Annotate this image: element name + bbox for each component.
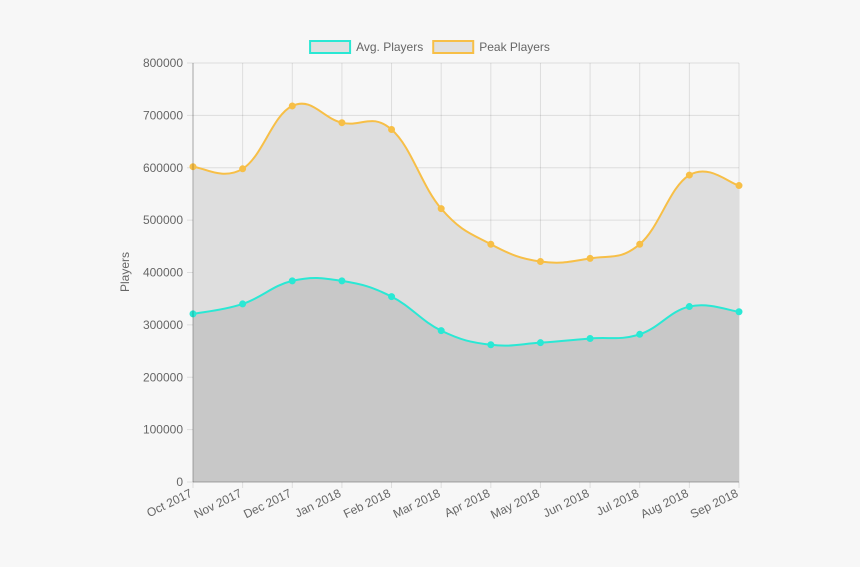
- y-tick-label: 700000: [143, 108, 183, 122]
- legend-item-peak-players[interactable]: Peak Players: [432, 40, 550, 54]
- point-peak-players[interactable]: [338, 119, 346, 127]
- point-avg-players[interactable]: [338, 277, 346, 285]
- y-tick-label: 400000: [143, 266, 183, 280]
- point-avg-players[interactable]: [685, 303, 693, 311]
- x-tick-label: Dec 2017: [241, 486, 294, 521]
- series-points: [189, 102, 743, 349]
- point-avg-players[interactable]: [239, 300, 247, 308]
- x-tick-label: Apr 2018: [442, 486, 492, 520]
- area-avg-players: [193, 277, 739, 482]
- y-tick-label: 0: [176, 475, 183, 489]
- y-tick-label: 100000: [143, 423, 183, 437]
- point-peak-players[interactable]: [487, 240, 495, 248]
- x-tick-label: Mar 2018: [391, 486, 443, 521]
- point-avg-players[interactable]: [189, 310, 197, 318]
- x-tick-label: Aug 2018: [638, 486, 691, 521]
- line-avg-players: [192, 276, 740, 347]
- y-tick-label: 300000: [143, 318, 183, 332]
- x-tick-label: Jul 2018: [594, 486, 641, 519]
- series-lines: [192, 102, 740, 347]
- x-tick-label: Jun 2018: [541, 486, 592, 520]
- x-tick-label: May 2018: [488, 486, 542, 522]
- point-peak-players[interactable]: [536, 258, 544, 266]
- point-peak-players[interactable]: [388, 126, 396, 134]
- point-avg-players[interactable]: [536, 339, 544, 347]
- legend[interactable]: Avg. Players Peak Players: [309, 40, 550, 54]
- legend-swatch: [432, 40, 475, 54]
- legend-swatch: [309, 40, 352, 54]
- y-tick-label: 500000: [143, 213, 183, 227]
- point-peak-players[interactable]: [288, 102, 296, 110]
- x-tick-label: Nov 2017: [192, 486, 245, 521]
- point-avg-players[interactable]: [388, 293, 396, 301]
- point-peak-players[interactable]: [239, 165, 247, 173]
- point-avg-players[interactable]: [636, 330, 644, 338]
- y-tick-label: 600000: [143, 161, 183, 175]
- point-peak-players[interactable]: [586, 254, 594, 262]
- legend-label: Avg. Players: [356, 40, 423, 54]
- y-tick-label: 200000: [143, 370, 183, 384]
- point-peak-players[interactable]: [735, 182, 743, 190]
- point-avg-players[interactable]: [487, 341, 495, 349]
- point-peak-players[interactable]: [437, 205, 445, 213]
- point-avg-players[interactable]: [586, 334, 594, 342]
- x-tick-label: Oct 2017: [144, 486, 194, 520]
- y-axis-title: Players: [118, 252, 132, 292]
- point-peak-players[interactable]: [189, 163, 197, 171]
- y-tick-label: 800000: [143, 56, 183, 70]
- legend-item-avg-players[interactable]: Avg. Players: [309, 40, 423, 54]
- point-peak-players[interactable]: [685, 171, 693, 179]
- x-tick-label: Feb 2018: [341, 486, 393, 521]
- series-areas: [193, 103, 739, 482]
- line-peak-players: [192, 102, 740, 264]
- point-avg-players[interactable]: [437, 327, 445, 335]
- point-peak-players[interactable]: [636, 240, 644, 248]
- legend-label: Peak Players: [479, 40, 550, 54]
- x-tick-label: Sep 2018: [688, 486, 741, 521]
- point-avg-players[interactable]: [735, 308, 743, 316]
- point-avg-players[interactable]: [288, 277, 296, 285]
- x-tick-label: Jan 2018: [293, 486, 344, 520]
